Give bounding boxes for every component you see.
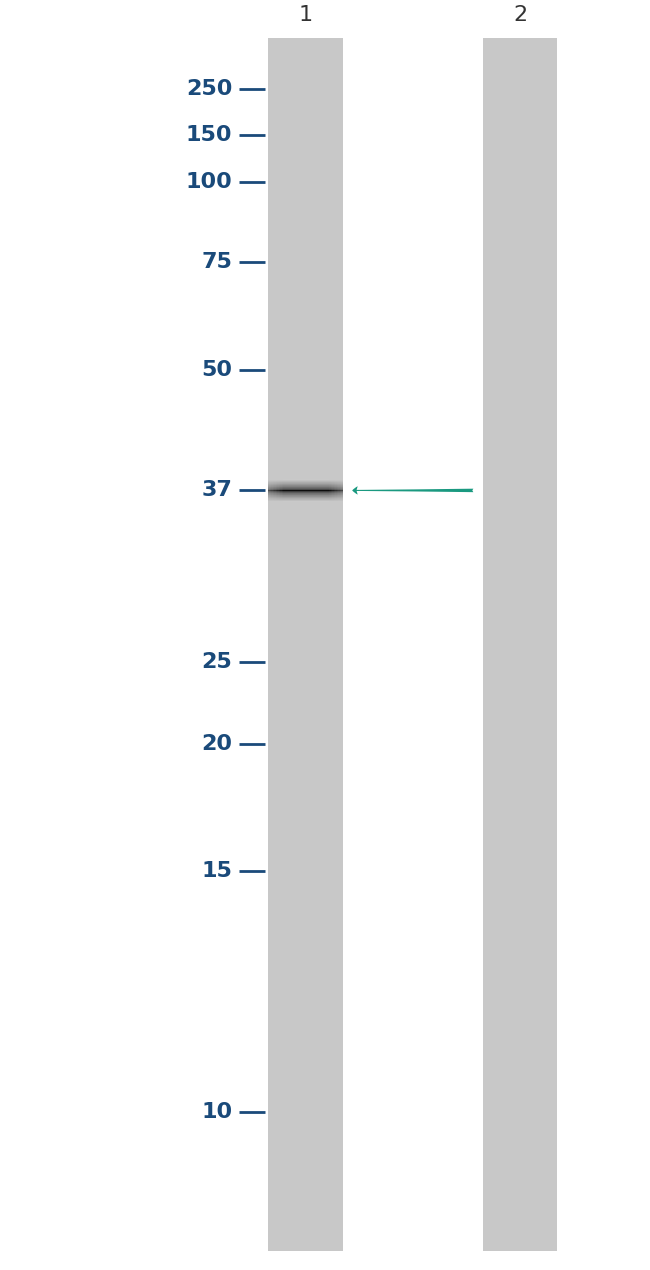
Bar [328,479,330,502]
Text: 10: 10 [202,1101,233,1121]
Bar [274,479,276,502]
Bar [319,479,320,502]
Bar [306,479,307,502]
Bar [298,479,300,502]
Bar [286,479,287,502]
Bar [279,479,280,502]
Text: 20: 20 [202,734,233,754]
Bar [326,479,328,502]
Bar [270,479,271,502]
Bar [292,479,294,502]
Bar [325,479,326,502]
Bar [294,479,295,502]
Bar [309,479,310,502]
Bar [332,479,334,502]
Bar [268,38,343,1251]
Bar [287,479,289,502]
Text: 250: 250 [186,79,233,99]
Text: 25: 25 [202,652,233,672]
Bar [316,479,317,502]
Text: 100: 100 [186,173,233,192]
Text: 37: 37 [202,480,233,500]
Bar [296,479,298,502]
Bar [302,479,304,502]
Bar [285,479,286,502]
Bar [317,479,319,502]
Bar [330,479,331,502]
Bar [315,479,316,502]
Bar [272,479,274,502]
Bar [337,479,339,502]
Bar [340,479,341,502]
Bar [310,479,311,502]
Bar [289,479,291,502]
Bar [341,479,343,502]
Bar [313,479,315,502]
Bar [331,479,332,502]
Text: 1: 1 [298,5,313,25]
Bar [277,479,279,502]
Bar [281,479,283,502]
Bar [335,479,337,502]
Bar [304,479,306,502]
Bar [295,479,296,502]
Bar [283,479,285,502]
Bar [271,479,272,502]
Bar [300,479,301,502]
Bar [276,479,277,502]
Text: 2: 2 [513,5,527,25]
Text: 75: 75 [202,253,233,272]
Text: 15: 15 [202,861,233,880]
Bar [339,479,340,502]
Bar [291,479,292,502]
Bar [320,479,322,502]
Bar [311,479,313,502]
Bar [268,479,270,502]
Bar [322,479,324,502]
Text: 50: 50 [202,359,233,380]
Bar [280,479,281,502]
Text: 150: 150 [186,126,233,146]
Bar [334,479,335,502]
Bar [324,479,325,502]
Bar [301,479,302,502]
Bar [307,479,309,502]
Bar [482,38,558,1251]
